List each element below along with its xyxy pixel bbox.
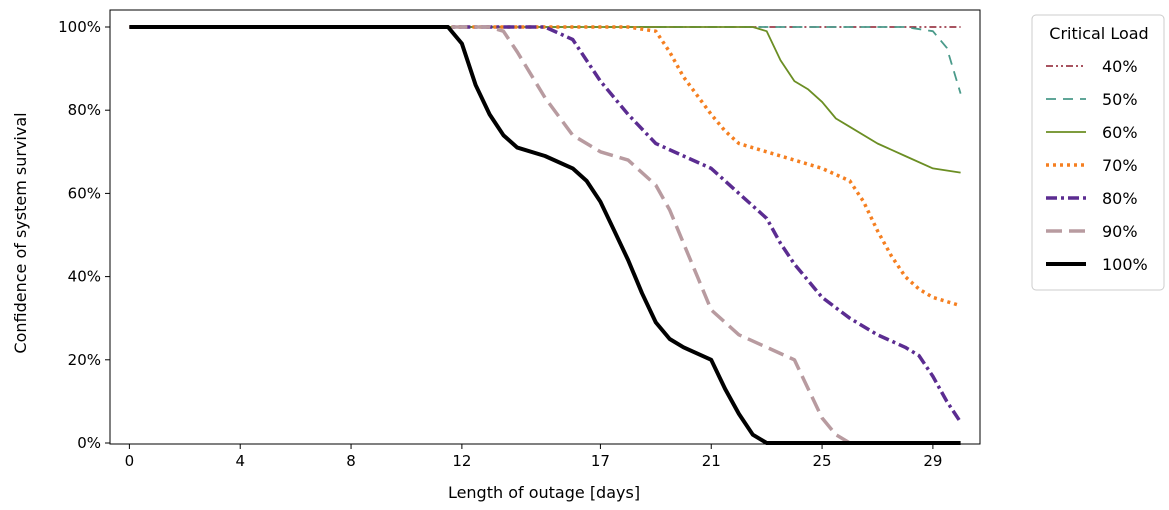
x-axis-label: Length of outage [days] bbox=[448, 483, 640, 502]
x-tick-label: 12 bbox=[452, 452, 471, 470]
y-tick-label: 100% bbox=[58, 18, 101, 36]
plot-area bbox=[109, 9, 981, 445]
series-line-70pct bbox=[129, 25, 962, 308]
legend: Critical Load 40% 50% 60% 70% 80% 90% 100% bbox=[1031, 14, 1165, 291]
y-axis-label: Confidence of system survival bbox=[11, 112, 30, 353]
series-line-60pct bbox=[129, 26, 961, 174]
x-tick-label: 8 bbox=[346, 452, 356, 470]
series-line-50pct bbox=[129, 26, 962, 94]
x-tick-label: 25 bbox=[813, 452, 832, 470]
y-tick-label: 0% bbox=[77, 434, 101, 452]
y-axis: 0% 20% 40% 60% 80% 100% bbox=[58, 18, 110, 452]
legend-title: Critical Load bbox=[1049, 24, 1148, 43]
y-tick-label: 80% bbox=[68, 101, 101, 119]
x-tick-label: 4 bbox=[235, 452, 245, 470]
plot-frame bbox=[109, 9, 981, 445]
x-tick-label: 0 bbox=[125, 452, 135, 470]
legend-label: 60% bbox=[1102, 123, 1138, 142]
series-line-80pct bbox=[129, 25, 963, 424]
series-line-90pct bbox=[129, 25, 851, 445]
series-line-100pct bbox=[129, 25, 961, 445]
x-tick-label: 17 bbox=[591, 452, 610, 470]
legend-label: 90% bbox=[1102, 222, 1138, 241]
legend-label: 50% bbox=[1102, 90, 1138, 109]
legend-label: 70% bbox=[1102, 156, 1138, 175]
x-tick-label: 21 bbox=[702, 452, 721, 470]
legend-label: 80% bbox=[1102, 189, 1138, 208]
legend-label: 100% bbox=[1102, 255, 1148, 274]
x-axis: 0 4 8 12 17 21 25 29 bbox=[125, 444, 942, 470]
y-tick-label: 40% bbox=[68, 268, 101, 286]
x-tick-label: 29 bbox=[923, 452, 942, 470]
y-tick-label: 60% bbox=[68, 184, 101, 202]
y-tick-label: 20% bbox=[68, 351, 101, 369]
legend-label: 40% bbox=[1102, 57, 1138, 76]
legend-box bbox=[1031, 14, 1165, 291]
